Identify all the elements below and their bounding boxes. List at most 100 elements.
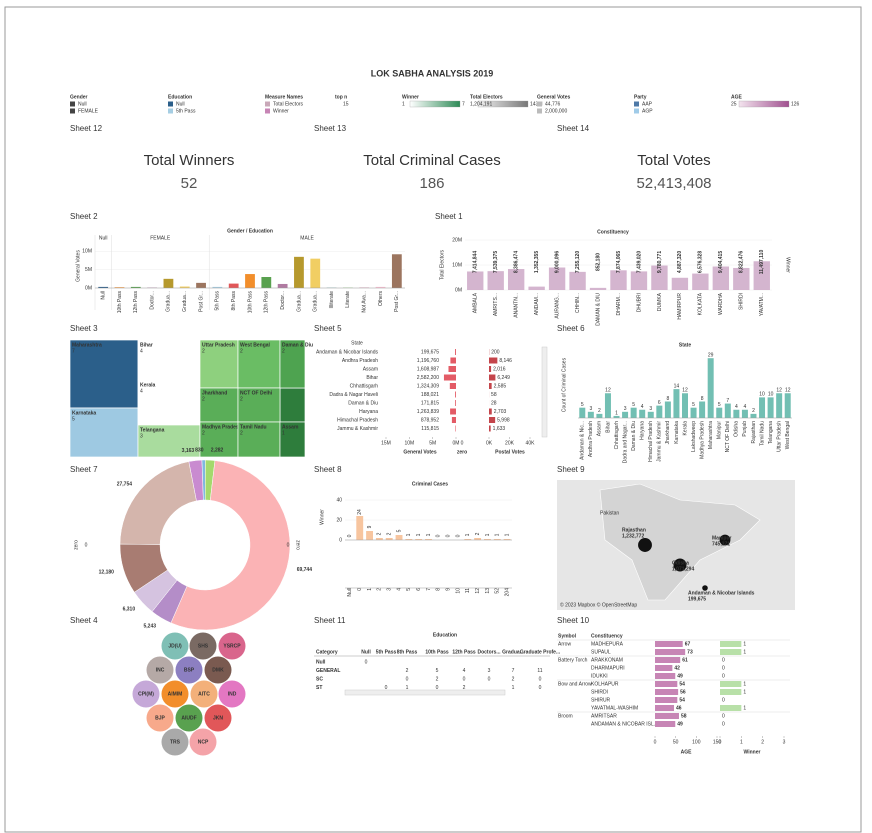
axis-title: AGE: [681, 749, 693, 755]
legend-label: 15: [343, 101, 349, 107]
x-tick-label: Andhra Pradesh: [588, 421, 594, 457]
party-bubble: [175, 656, 203, 684]
cell-value: 4: [140, 348, 143, 354]
party-name: CPI(M): [138, 691, 154, 697]
value-label: 830: [195, 447, 204, 453]
bar: [395, 535, 403, 540]
party-bubble: [146, 704, 174, 732]
bar: [712, 266, 730, 290]
bar: [776, 393, 783, 418]
row-name: YAVATMAL-WASHIM: [591, 705, 638, 711]
sheet-label: Sheet 10: [557, 616, 590, 625]
value-label: 878,952: [421, 417, 439, 423]
group-label: FEMALE: [150, 235, 171, 241]
table-cell: 0: [436, 685, 439, 691]
bar: [455, 425, 456, 432]
legend-label: 1,204,191: [470, 101, 492, 107]
x-tick-label: 0: [357, 588, 363, 591]
value-label: 49: [677, 673, 683, 679]
x-tick-label: Tamil Nadu: [759, 421, 765, 446]
treemap-cell: [199, 339, 239, 389]
x-tick-label: 8th Pass: [231, 291, 237, 311]
x-tick-label: Punjab: [742, 421, 748, 437]
x-tick-label: 20K: [505, 440, 515, 446]
treemap-cell: [137, 424, 201, 458]
bar: [548, 267, 566, 290]
map-place: Pakistan: [600, 510, 619, 516]
party-name: AIMIM: [168, 691, 183, 697]
value-label: 2,582,200: [417, 375, 439, 381]
bar: [451, 417, 456, 423]
state-name: Himachal Pradesh: [337, 417, 378, 423]
value-label: 6,249: [497, 375, 510, 381]
x-tick-label: 0: [719, 739, 722, 745]
kpi-value: 52: [181, 175, 198, 192]
state-name: Haryana: [359, 409, 378, 415]
map-bubble: [719, 534, 731, 546]
value-label: 1: [426, 533, 432, 536]
column-header: Symbol: [558, 633, 577, 639]
bar: [692, 273, 709, 290]
legend-gradient: [409, 100, 461, 108]
legend-label: 1: [402, 101, 405, 107]
bar: [630, 271, 648, 290]
row-name: SHIRUR: [591, 697, 611, 703]
y-axis-title: Total Electors: [439, 249, 445, 280]
value-label: 12: [776, 388, 782, 394]
legend-label: 7: [462, 101, 465, 107]
value-label: 1: [615, 410, 618, 416]
row-name: IDUKKI: [591, 673, 608, 679]
party-name: YSRCP: [223, 643, 241, 649]
chart-title: State: [679, 342, 691, 348]
value-label: 1: [485, 533, 491, 536]
x-tick-label: 12th Pass: [264, 291, 270, 314]
value-label: 0: [722, 713, 725, 719]
value-label: 1: [465, 533, 471, 536]
table-cell: 2: [512, 676, 515, 682]
legend-label: Winner: [273, 108, 289, 114]
sheet-label: Sheet 8: [314, 465, 342, 474]
row-name: SHIRDI: [591, 689, 608, 695]
x-tick-label: Assam: [597, 421, 603, 436]
value-label: 2,016: [493, 366, 506, 372]
bar: [489, 374, 496, 381]
row-group: Bow and Arrow: [558, 681, 592, 687]
row-header: ST: [316, 685, 322, 691]
bar: [655, 649, 686, 655]
sheet-label: Sheet 4: [70, 616, 98, 625]
x-tick-label: Post Gr...: [198, 291, 204, 312]
value-label: 1,608,987: [417, 366, 439, 372]
x-tick-label: 3: [387, 588, 393, 591]
x-tick-label: Lakshadweep: [691, 421, 697, 452]
cell-name: West Bengal: [240, 342, 271, 348]
bar: [587, 411, 594, 418]
value-label: 24: [357, 509, 363, 515]
value-label: 0: [455, 534, 461, 537]
column-header: Category: [316, 649, 338, 655]
bar: [375, 538, 383, 540]
cell-value: 7: [72, 348, 75, 354]
sheet-label: Sheet 6: [557, 324, 585, 333]
donut-slice: [119, 461, 197, 545]
value-label: 7,539,375: [493, 251, 499, 273]
party-name: IND: [228, 691, 237, 697]
value-label: 58: [491, 392, 497, 398]
x-tick-label: Doctor...: [280, 291, 286, 310]
value-label: 12: [682, 388, 688, 394]
value-label: 27,754: [117, 481, 133, 487]
kpi-label: Total Winners: [144, 152, 235, 169]
bar: [720, 689, 742, 695]
legend-swatch: [537, 108, 542, 114]
cell-value: 2: [240, 396, 243, 402]
x-tick-label: YAVATM...: [759, 293, 765, 316]
x-tick-label: Himachal Pradesh: [648, 421, 654, 462]
x-tick-label: 13: [485, 588, 491, 594]
bar: [655, 681, 678, 687]
value-label: 49: [677, 721, 683, 727]
party-name: NCP: [198, 739, 209, 745]
x-tick-label: 5th Pass: [215, 291, 221, 311]
value-label: 8,386,474: [513, 251, 519, 273]
x-tick-label: Manipur: [717, 421, 723, 439]
bar: [449, 383, 456, 389]
bar: [784, 393, 791, 418]
